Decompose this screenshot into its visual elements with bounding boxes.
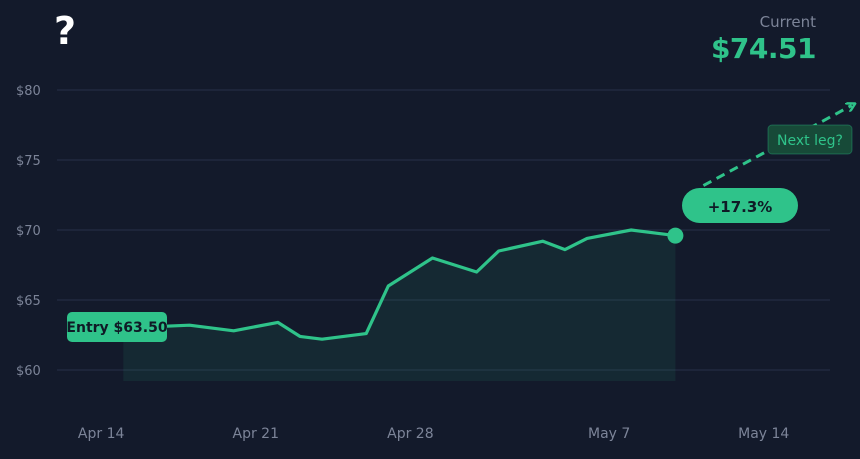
x-tick-label: Apr 28 [387,426,433,442]
y-tick-label: $80 [16,84,41,99]
x-tick-label: Apr 14 [78,426,125,442]
y-tick-label: $75 [16,154,41,169]
next-leg-badge [767,124,853,155]
y-tick-label: $65 [16,294,41,309]
entry-badge [67,312,167,342]
price-point [563,248,567,252]
price-point [276,320,280,324]
price-point [188,323,192,327]
price-point [497,249,501,253]
gain-badge-label: +17.3% [708,198,773,216]
price-point [585,236,589,240]
price-line [121,228,677,341]
current-price-label: Current [759,13,816,31]
next-leg-label: Next leg? [777,133,843,149]
y-tick-label: $70 [16,224,41,239]
price-point [541,239,545,243]
projection-arrow [702,105,851,187]
price-point [386,284,390,288]
x-tick-label: May 7 [588,426,630,442]
area-fill [123,230,676,381]
price-point [298,334,302,338]
price-point [629,228,633,232]
price-point [475,270,479,274]
current-price-value: $74.51 [710,32,817,65]
x-tick-label: May 14 [738,426,789,442]
x-tick-label: Apr 21 [233,426,279,442]
question-mark-icon[interactable]: ? [54,9,77,53]
entry-badge-label: Entry $63.50 [66,320,167,336]
price-point [320,337,324,341]
y-tick-label: $60 [16,364,41,379]
price-point [364,332,368,336]
gain-badge [682,188,798,223]
price-point [232,329,236,333]
price-point [430,256,434,260]
current-price-point [667,227,684,244]
